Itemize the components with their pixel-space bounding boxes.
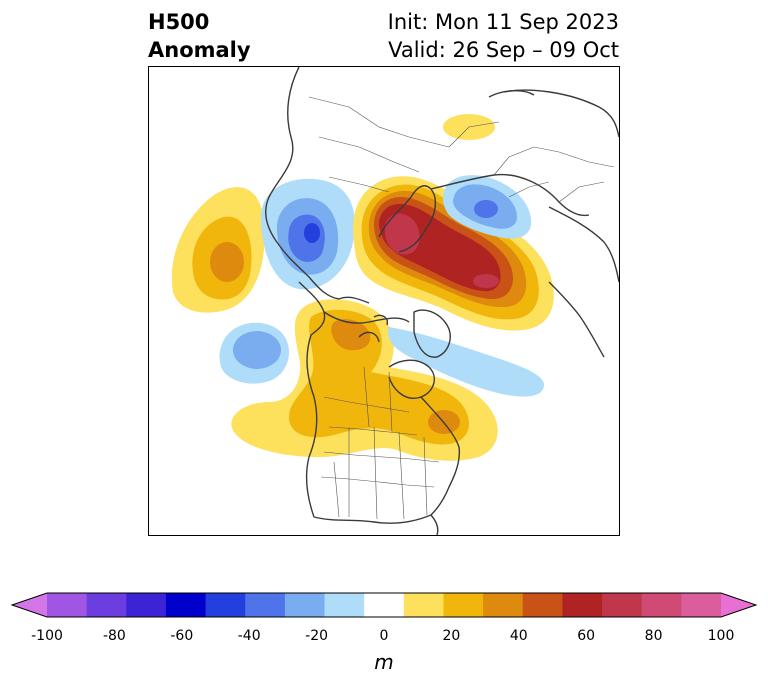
colorbar-tick-label: -40 — [237, 628, 261, 644]
title-right: Init: Mon 11 Sep 2023 Valid: 26 Sep – 09… — [388, 8, 619, 64]
colorbar-bin — [205, 593, 246, 617]
colorbar-bin — [403, 593, 444, 617]
colorbar-tick-label: 80 — [644, 628, 663, 644]
colorbar-bin — [483, 593, 524, 617]
negative-anomaly-siberia — [443, 175, 532, 239]
colorbar-tick-label: -20 — [305, 628, 329, 644]
negative-anomaly-arctic — [388, 327, 544, 397]
colorbar-tick-label: 100 — [707, 628, 735, 644]
colorbar — [0, 585, 768, 625]
colorbar-bin — [86, 593, 127, 617]
negative-anomaly-north — [261, 178, 355, 290]
init-date: Init: Mon 11 Sep 2023 — [387, 10, 619, 34]
colorbar-tick-label: 40 — [509, 628, 528, 644]
map-panel — [148, 66, 620, 536]
colorbar-bin — [443, 593, 484, 617]
colorbar-tick-label: -100 — [31, 628, 63, 644]
colorbar-tick-label: 0 — [379, 628, 389, 644]
valid-range: Valid: 26 Sep – 09 Oct — [388, 38, 619, 62]
colorbar-bin — [165, 593, 207, 617]
colorbar-bin — [284, 593, 326, 617]
positive-anomaly-pacific — [171, 187, 265, 313]
colorbar-tick-label: 60 — [577, 628, 596, 644]
colorbar-unit: m — [374, 650, 394, 674]
title-line-1: H500 — [148, 10, 210, 34]
colorbar-bin — [324, 593, 365, 617]
anomaly-contours — [149, 114, 554, 461]
colorbar-tick-label: 20 — [442, 628, 461, 644]
colorbar-tick-label: -60 — [170, 628, 194, 644]
political-borders — [308, 96, 615, 520]
colorbar-bin — [364, 593, 405, 617]
colorbar-bin — [522, 593, 563, 617]
positive-anomaly-north-america — [231, 299, 498, 461]
coastlines — [265, 67, 619, 535]
colorbar-bin — [245, 593, 286, 617]
colorbar-bin — [562, 593, 603, 617]
colorbar-tick-label: -80 — [102, 628, 126, 644]
colorbar-svg — [10, 592, 758, 618]
colorbar-bin — [126, 593, 167, 617]
negative-anomaly-gulf-of-alaska — [219, 322, 289, 384]
colorbar-bin — [47, 593, 88, 617]
positive-anomaly-eurasia — [353, 176, 554, 331]
colorbar-extend-max — [721, 593, 756, 617]
colorbar-bin — [641, 593, 682, 617]
title-line-2: Anomaly — [148, 38, 251, 62]
colorbar-extend-min — [12, 593, 47, 617]
colorbar-bin — [681, 593, 722, 617]
title-left: H500 Anomaly — [148, 8, 251, 64]
colorbar-bin — [602, 593, 643, 617]
colorbar-outline — [10, 592, 758, 618]
anomaly-map — [149, 67, 619, 535]
